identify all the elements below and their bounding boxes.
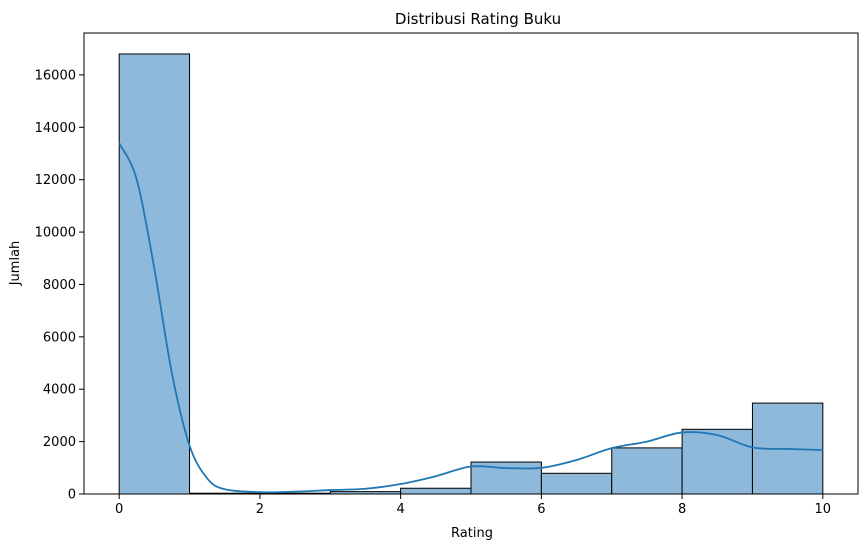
y-tick-label: 6000 <box>43 330 76 345</box>
x-tick-label: 2 <box>256 502 264 517</box>
histogram-bar-6 <box>540 472 613 495</box>
x-tick-label: 8 <box>678 502 686 517</box>
y-tick-label: 0 <box>68 488 76 503</box>
histogram-bar-4 <box>400 487 472 495</box>
y-tick-label: 8000 <box>43 278 76 293</box>
histogram-bars <box>118 53 824 495</box>
y-tick-label: 10000 <box>35 226 76 241</box>
histogram-bar-0 <box>118 53 191 495</box>
plot-frame <box>83 32 859 495</box>
x-tick-label: 4 <box>396 502 404 517</box>
kde-curve <box>118 142 823 494</box>
chart-title: Distribusi Rating Buku <box>395 10 561 28</box>
x-tick-label: 0 <box>115 502 123 517</box>
y-tick-label: 14000 <box>35 121 76 136</box>
x-axis-label: Rating <box>451 526 493 541</box>
y-tick-label: 16000 <box>35 68 76 83</box>
y-axis-ticks: 0 2000 4000 6000 8000 10000 12000 14000 16000 <box>35 68 84 503</box>
x-tick-label: 10 <box>815 502 832 517</box>
y-tick-label: 12000 <box>35 173 76 188</box>
y-axis-label: Jumlah <box>8 241 23 287</box>
y-tick-label: 2000 <box>43 435 76 450</box>
histogram-bar-8 <box>681 428 753 495</box>
x-tick-label: 6 <box>537 502 545 517</box>
x-axis-ticks: 0 2 4 6 8 10 <box>115 494 831 517</box>
y-tick-label: 4000 <box>43 383 76 398</box>
histogram-bar-7 <box>611 447 683 495</box>
